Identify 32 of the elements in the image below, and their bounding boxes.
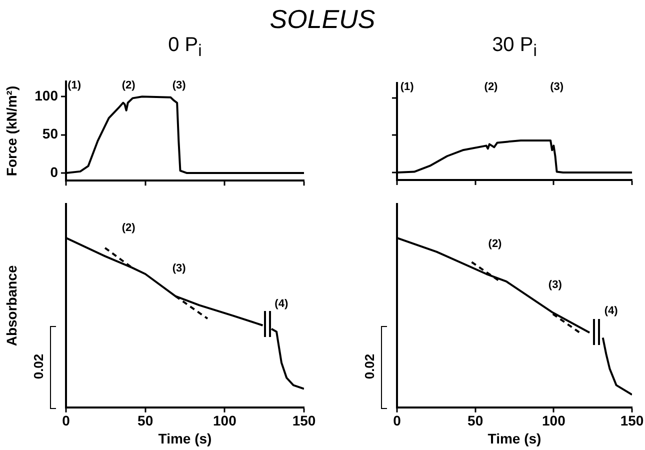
x-tick-label: 150	[292, 412, 316, 429]
y-tick-label: 100	[34, 88, 58, 104]
annotation: (3)	[172, 262, 186, 275]
annotation: (3)	[172, 79, 186, 92]
text: 0.02	[30, 354, 46, 380]
x-tick-label: 0	[62, 412, 70, 429]
y-axis-title: Force (kN/m²)	[3, 86, 20, 176]
text: (2)	[122, 222, 136, 234]
x-tick-label: 50	[468, 412, 484, 429]
chart-subtitle: 0 P$_{i}$	[167, 34, 203, 61]
annotation: (1)	[68, 79, 82, 92]
x-tick-label: 100	[212, 412, 237, 429]
chart-title: SOLEUS	[268, 4, 376, 35]
annotation: (2)	[488, 238, 502, 250]
chart-subtitle: 30 P$_{i}$	[491, 34, 538, 61]
text: 0.02	[362, 354, 377, 380]
annotation: (2)	[484, 80, 498, 93]
annotation: (3)	[548, 278, 562, 291]
x-tick-label: 100	[542, 412, 566, 429]
y-tick-label: 0	[50, 164, 58, 180]
annotation: (4)	[604, 305, 618, 318]
y-axis-title: Absorbance	[3, 265, 20, 346]
x-axis-title: Time (s)	[488, 430, 542, 446]
x-axis-title: Time (s)	[158, 430, 212, 446]
y-tick-label: 50	[42, 126, 58, 142]
x-tick-label: 0	[393, 412, 402, 429]
annotation: (1)	[400, 80, 414, 93]
annotation: (2)	[122, 79, 136, 92]
x-tick-label: 150	[620, 412, 644, 429]
x-tick-label: 50	[138, 412, 154, 429]
annotation: (4)	[274, 298, 288, 310]
annotation: (3)	[550, 80, 564, 93]
